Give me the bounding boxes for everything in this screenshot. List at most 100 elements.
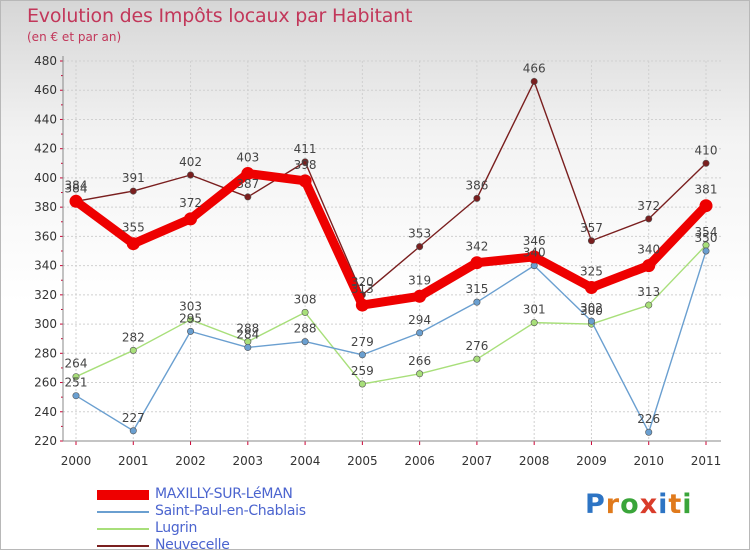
- y-tick-label: 300: [34, 317, 57, 331]
- data-label-maxilly-sur-l-man: 340: [637, 243, 660, 257]
- x-tick-label: 2008: [519, 454, 550, 468]
- series-line-neuvecelle: [75, 80, 707, 296]
- x-tick-label: 2000: [61, 454, 92, 468]
- legend-label: Neuvecelle: [155, 537, 230, 553]
- legend-swatch-maxilly: [97, 489, 149, 500]
- data-point-maxilly-sur-l-man: [413, 289, 427, 303]
- data-label-neuvecelle: 386: [465, 178, 488, 192]
- legend-item-maxilly: MAXILLY-SUR-LéMAN: [97, 486, 397, 503]
- data-point-saint-paul-en-chablais: [72, 392, 80, 400]
- data-label-maxilly-sur-l-man: 372: [179, 196, 202, 210]
- data-point-lugrin: [358, 380, 366, 388]
- data-point-lugrin: [416, 370, 424, 378]
- data-point-neuvecelle: [301, 158, 309, 166]
- data-label-saint-paul-en-chablais: 251: [65, 376, 88, 390]
- y-tick-label: 260: [34, 376, 57, 390]
- data-label-maxilly-sur-l-man: 319: [408, 273, 431, 287]
- logo-letter: P: [585, 489, 606, 520]
- data-label-maxilly-sur-l-man: 325: [580, 265, 603, 279]
- data-label-saint-paul-en-chablais: 302: [580, 301, 603, 315]
- data-label-neuvecelle: 391: [122, 171, 145, 185]
- data-point-saint-paul-en-chablais: [473, 298, 481, 306]
- data-label-lugrin: 264: [65, 357, 88, 371]
- x-tick-label: 2003: [233, 454, 264, 468]
- data-label-saint-paul-en-chablais: 295: [179, 311, 202, 325]
- data-label-saint-paul-en-chablais: 226: [637, 412, 660, 426]
- data-label-saint-paul-en-chablais: 288: [294, 322, 317, 336]
- data-point-neuvecelle: [587, 237, 595, 245]
- data-label-neuvecelle: 353: [408, 227, 431, 241]
- y-tick-label: 280: [34, 346, 57, 360]
- x-tick-label: 2007: [462, 454, 493, 468]
- data-label-neuvecelle: 357: [580, 221, 603, 235]
- data-point-neuvecelle: [645, 215, 653, 223]
- data-label-saint-paul-en-chablais: 315: [465, 282, 488, 296]
- data-point-saint-paul-en-chablais: [702, 247, 710, 255]
- x-tick-label: 2010: [633, 454, 664, 468]
- y-tick-label: 380: [34, 200, 57, 214]
- data-point-neuvecelle: [416, 243, 424, 251]
- logo-letter: t: [668, 489, 683, 520]
- data-label-neuvecelle: 410: [695, 143, 718, 157]
- y-tick-label: 440: [34, 112, 57, 126]
- series-line-lugrin: [75, 244, 707, 385]
- legend-item-lugrin: Lugrin: [97, 520, 397, 537]
- data-labels: 384 391 402 387 411 320 353 386 466 357 372 410 264 2…: [65, 61, 718, 426]
- x-tick-label: 2004: [290, 454, 321, 468]
- legend-label: MAXILLY-SUR-LéMAN: [155, 486, 293, 502]
- data-label-lugrin: 303: [179, 300, 202, 314]
- y-tick-label: 480: [34, 54, 57, 68]
- chart-subtitle: (en € et par an): [27, 30, 122, 44]
- data-label-saint-paul-en-chablais: 340: [523, 246, 546, 260]
- data-label-saint-paul-en-chablais: 227: [122, 411, 145, 425]
- legend: MAXILLY-SUR-LéMAN Saint-Paul-en-Chablais…: [97, 486, 397, 554]
- data-label-maxilly-sur-l-man: 398: [294, 158, 317, 172]
- logo-letter: x: [639, 489, 659, 520]
- series-line-saint-paul-en-chablais: [75, 250, 707, 433]
- data-label-maxilly-sur-l-man: 346: [523, 234, 546, 248]
- data-point-neuvecelle: [702, 159, 710, 167]
- gridlines: [63, 60, 721, 442]
- chart-title: Evolution des Impôts locaux par Habitant: [27, 5, 413, 27]
- series-line-maxilly-sur-l-man: [71, 169, 711, 310]
- y-tick-label: 400: [34, 171, 57, 185]
- data-label-lugrin: 259: [351, 364, 374, 378]
- data-label-saint-paul-en-chablais: 294: [408, 313, 431, 327]
- data-point-maxilly-sur-l-man: [470, 256, 484, 270]
- y-tick-label: 420: [34, 142, 57, 156]
- data-label-neuvecelle: 372: [637, 199, 660, 213]
- x-tick-label: 2009: [576, 454, 607, 468]
- x-tick-label: 2011: [691, 454, 722, 468]
- legend-swatch-neuvecelle: [97, 544, 149, 547]
- data-point-maxilly-sur-l-man: [184, 212, 198, 226]
- data-label-lugrin: 313: [637, 285, 660, 299]
- data-label-saint-paul-en-chablais: 350: [695, 231, 718, 245]
- data-point-lugrin: [530, 319, 538, 327]
- y-tick-label: 360: [34, 229, 57, 243]
- data-point-saint-paul-en-chablais: [301, 338, 309, 346]
- data-label-saint-paul-en-chablais: 284: [236, 327, 259, 341]
- data-label-lugrin: 300: [580, 304, 603, 318]
- data-label-maxilly-sur-l-man: 384: [65, 178, 88, 192]
- legend-item-neuvecelle: Neuvecelle: [97, 537, 397, 554]
- data-label-maxilly-sur-l-man: 403: [236, 151, 259, 165]
- legend-label: Lugrin: [155, 520, 198, 536]
- data-label-lugrin: 308: [294, 292, 317, 306]
- data-point-neuvecelle: [244, 193, 252, 201]
- data-label-maxilly-sur-l-man: 355: [122, 221, 145, 235]
- data-point-lugrin: [187, 316, 195, 324]
- data-point-maxilly-sur-l-man: [126, 237, 140, 251]
- proxiti-logo: Proxiti: [585, 489, 693, 520]
- data-label-lugrin: 266: [408, 354, 431, 368]
- legend-swatch-lugrin: [97, 527, 149, 530]
- data-point-maxilly-sur-l-man: [584, 281, 598, 295]
- data-label-lugrin: 288: [236, 322, 259, 336]
- data-point-saint-paul-en-chablais: [358, 351, 366, 359]
- y-tick-label: 340: [34, 259, 57, 273]
- data-label-saint-paul-en-chablais: 279: [351, 335, 374, 349]
- logo-letter: i: [658, 489, 669, 520]
- data-point-maxilly-sur-l-man: [642, 259, 656, 273]
- data-point-maxilly-sur-l-man: [298, 174, 312, 188]
